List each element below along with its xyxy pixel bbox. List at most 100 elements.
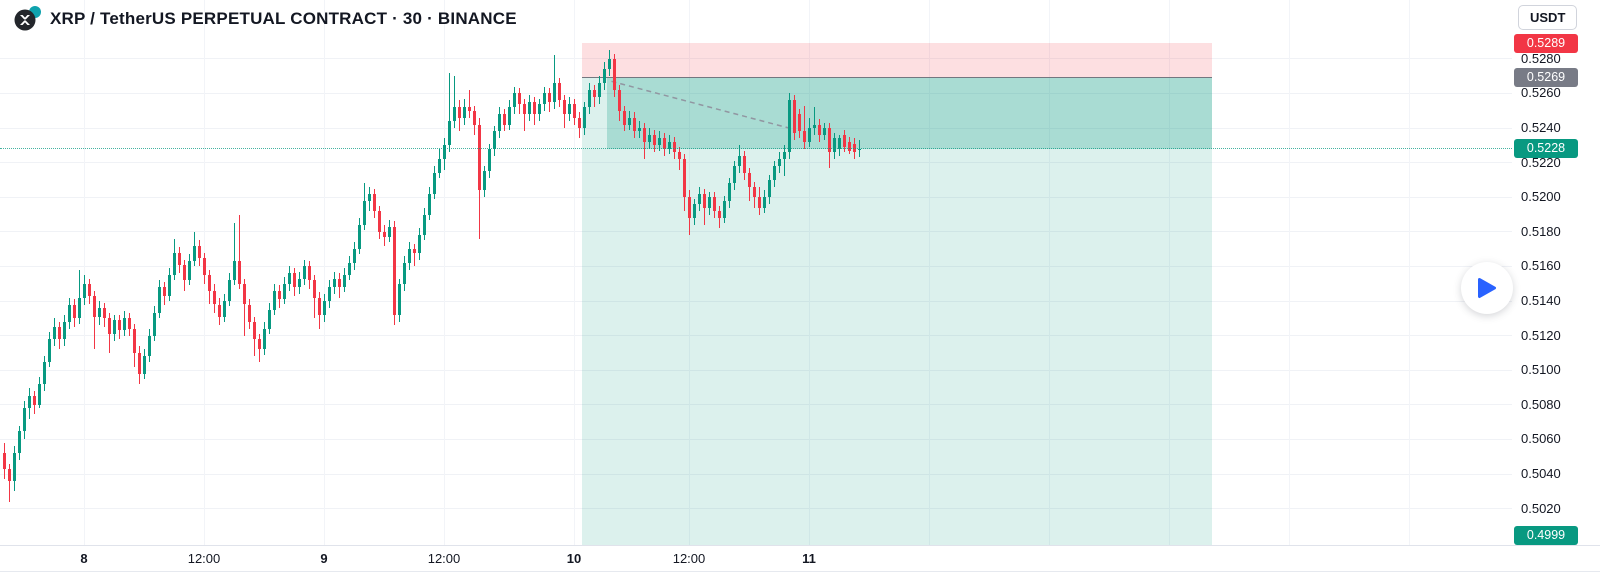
candle bbox=[847, 141, 851, 151]
candle-wick bbox=[233, 223, 235, 286]
candle bbox=[747, 173, 751, 187]
candle bbox=[832, 138, 836, 153]
candle bbox=[737, 155, 741, 167]
candle bbox=[842, 134, 846, 148]
h-gridline bbox=[0, 231, 1512, 233]
candle bbox=[657, 138, 661, 146]
candle bbox=[277, 290, 281, 300]
candle bbox=[712, 197, 716, 212]
v-gridline bbox=[808, 0, 810, 545]
candle bbox=[652, 134, 656, 146]
candle-wick bbox=[453, 76, 455, 129]
price-tick-label: 0.5040 bbox=[1521, 466, 1561, 482]
entry-price-label[interactable]: 0.5269 bbox=[1514, 68, 1578, 88]
candle bbox=[487, 148, 491, 172]
v-gridline bbox=[1288, 0, 1290, 545]
price-tick-label: 0.5060 bbox=[1521, 431, 1561, 447]
candle bbox=[427, 193, 431, 215]
chart-plot-area[interactable] bbox=[0, 0, 1512, 545]
candle-wick bbox=[448, 72, 450, 153]
candle bbox=[282, 283, 286, 300]
candle bbox=[267, 309, 271, 329]
time-axis[interactable]: 8 12:00 9 12:00 10 12:00 11 bbox=[0, 545, 1600, 576]
candle bbox=[287, 273, 291, 284]
candle bbox=[292, 273, 296, 288]
h-gridline bbox=[0, 473, 1512, 475]
candle bbox=[27, 396, 31, 409]
candle bbox=[132, 328, 136, 353]
position-profit-zone[interactable] bbox=[581, 77, 1212, 545]
candle bbox=[817, 124, 821, 135]
candle bbox=[807, 128, 811, 142]
candle bbox=[367, 193, 371, 201]
candle bbox=[582, 107, 586, 129]
candle bbox=[222, 301, 226, 317]
play-icon bbox=[1478, 278, 1496, 298]
candle bbox=[637, 128, 641, 132]
time-tick-label: 10 bbox=[566, 551, 582, 566]
candle bbox=[677, 152, 681, 160]
v-gridline bbox=[1408, 0, 1410, 545]
candle bbox=[377, 211, 381, 232]
candle bbox=[142, 356, 146, 374]
currency-toggle-button[interactable]: USDT bbox=[1518, 5, 1578, 30]
candle bbox=[37, 384, 41, 405]
target-price-label[interactable]: 0.4999 bbox=[1514, 525, 1578, 545]
candle bbox=[337, 278, 341, 288]
h-gridline bbox=[0, 265, 1512, 267]
candle bbox=[537, 103, 541, 115]
candle bbox=[7, 468, 11, 481]
candle bbox=[272, 290, 276, 310]
candle bbox=[412, 249, 416, 253]
candle bbox=[92, 295, 96, 317]
candle bbox=[2, 453, 6, 469]
candle bbox=[547, 93, 551, 103]
position-entry-line[interactable] bbox=[581, 77, 1212, 79]
candle bbox=[557, 83, 561, 101]
candle bbox=[647, 134, 651, 142]
candle bbox=[517, 93, 521, 104]
candle bbox=[697, 193, 701, 205]
candle bbox=[447, 121, 451, 146]
candle bbox=[237, 261, 241, 284]
h-gridline bbox=[0, 508, 1512, 510]
candle bbox=[257, 339, 261, 350]
chart-header: XRP / TetherUS PERPETUAL CONTRACT · 30 ·… bbox=[8, 4, 517, 34]
candle-wick bbox=[78, 269, 80, 324]
candle bbox=[802, 131, 806, 142]
candle bbox=[117, 320, 121, 331]
candle bbox=[402, 262, 406, 284]
candle bbox=[212, 290, 216, 305]
candle bbox=[157, 287, 161, 314]
time-tick-label: 8 bbox=[80, 551, 88, 566]
candle bbox=[127, 318, 131, 329]
play-button[interactable] bbox=[1461, 262, 1513, 314]
candle bbox=[467, 107, 471, 111]
candle bbox=[632, 117, 636, 132]
candle bbox=[797, 114, 801, 132]
candle bbox=[262, 328, 266, 350]
v-gridline bbox=[83, 0, 85, 545]
symbol-title[interactable]: XRP / TetherUS PERPETUAL CONTRACT · 30 ·… bbox=[50, 9, 517, 28]
candle-wick bbox=[813, 107, 815, 135]
time-tick-label: 11 bbox=[802, 551, 816, 566]
candle-wick bbox=[553, 55, 555, 109]
candle bbox=[612, 58, 616, 90]
candle bbox=[407, 249, 411, 263]
candle bbox=[342, 275, 346, 288]
candle bbox=[742, 155, 746, 173]
stop-price-label[interactable]: 0.5289 bbox=[1514, 33, 1578, 53]
candle bbox=[852, 143, 856, 153]
candle-wick bbox=[803, 105, 805, 149]
h-gridline bbox=[0, 58, 1512, 60]
price-axis[interactable]: USDT 0.5280 0.5260 0.5240 0.5220 0.5200 0.518… bbox=[1512, 0, 1600, 576]
candle bbox=[642, 128, 646, 142]
v-gridline bbox=[1168, 0, 1170, 545]
candle bbox=[727, 183, 731, 201]
candle bbox=[382, 231, 386, 238]
candle bbox=[497, 114, 501, 132]
candle bbox=[322, 301, 326, 315]
candle bbox=[857, 148, 861, 151]
position-stop-zone[interactable] bbox=[581, 43, 1212, 78]
